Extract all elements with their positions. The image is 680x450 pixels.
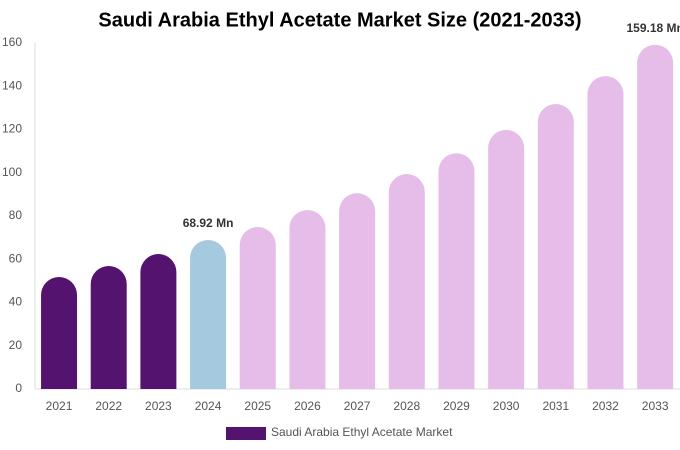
x-tick-label: 2025 <box>244 399 271 413</box>
bar <box>488 129 525 389</box>
bar <box>239 227 276 389</box>
bar <box>587 76 624 390</box>
x-tick-label: 2029 <box>443 399 470 413</box>
x-tick-label: 2031 <box>542 399 569 413</box>
y-tick-label: 120 <box>2 122 22 136</box>
value-label: 159.18 Mn <box>626 21 680 35</box>
x-tick-label: 2021 <box>46 399 73 413</box>
bar <box>388 174 425 389</box>
bar <box>637 44 674 389</box>
legend-label: Saudi Arabia Ethyl Acetate Market <box>271 425 453 439</box>
legend-swatch <box>226 427 266 440</box>
bar <box>190 239 227 389</box>
y-tick-label: 0 <box>15 381 22 395</box>
y-tick-label: 40 <box>9 295 23 309</box>
y-tick-label: 60 <box>9 251 23 265</box>
bar <box>140 254 177 389</box>
bar <box>41 276 78 389</box>
x-tick-label: 2022 <box>95 399 122 413</box>
y-tick-label: 80 <box>9 208 23 222</box>
bar <box>438 153 475 389</box>
x-tick-label: 2032 <box>592 399 619 413</box>
y-tick-label: 20 <box>9 338 23 352</box>
bar <box>90 265 127 389</box>
y-tick-label: 100 <box>2 165 22 179</box>
x-tick-label: 2028 <box>393 399 420 413</box>
chart-title: Saudi Arabia Ethyl Acetate Market Size (… <box>98 9 581 31</box>
bar <box>339 193 376 389</box>
y-tick-label: 160 <box>2 35 22 49</box>
x-tick-label: 2026 <box>294 399 321 413</box>
x-tick-label: 2027 <box>344 399 371 413</box>
x-tick-label: 2024 <box>195 399 222 413</box>
bar <box>289 209 326 389</box>
x-tick-label: 2023 <box>145 399 172 413</box>
x-tick-label: 2030 <box>493 399 520 413</box>
x-tick-label: 2033 <box>642 399 669 413</box>
bar <box>537 103 574 390</box>
value-label: 68.92 Mn <box>183 216 234 230</box>
y-tick-label: 140 <box>2 78 22 92</box>
